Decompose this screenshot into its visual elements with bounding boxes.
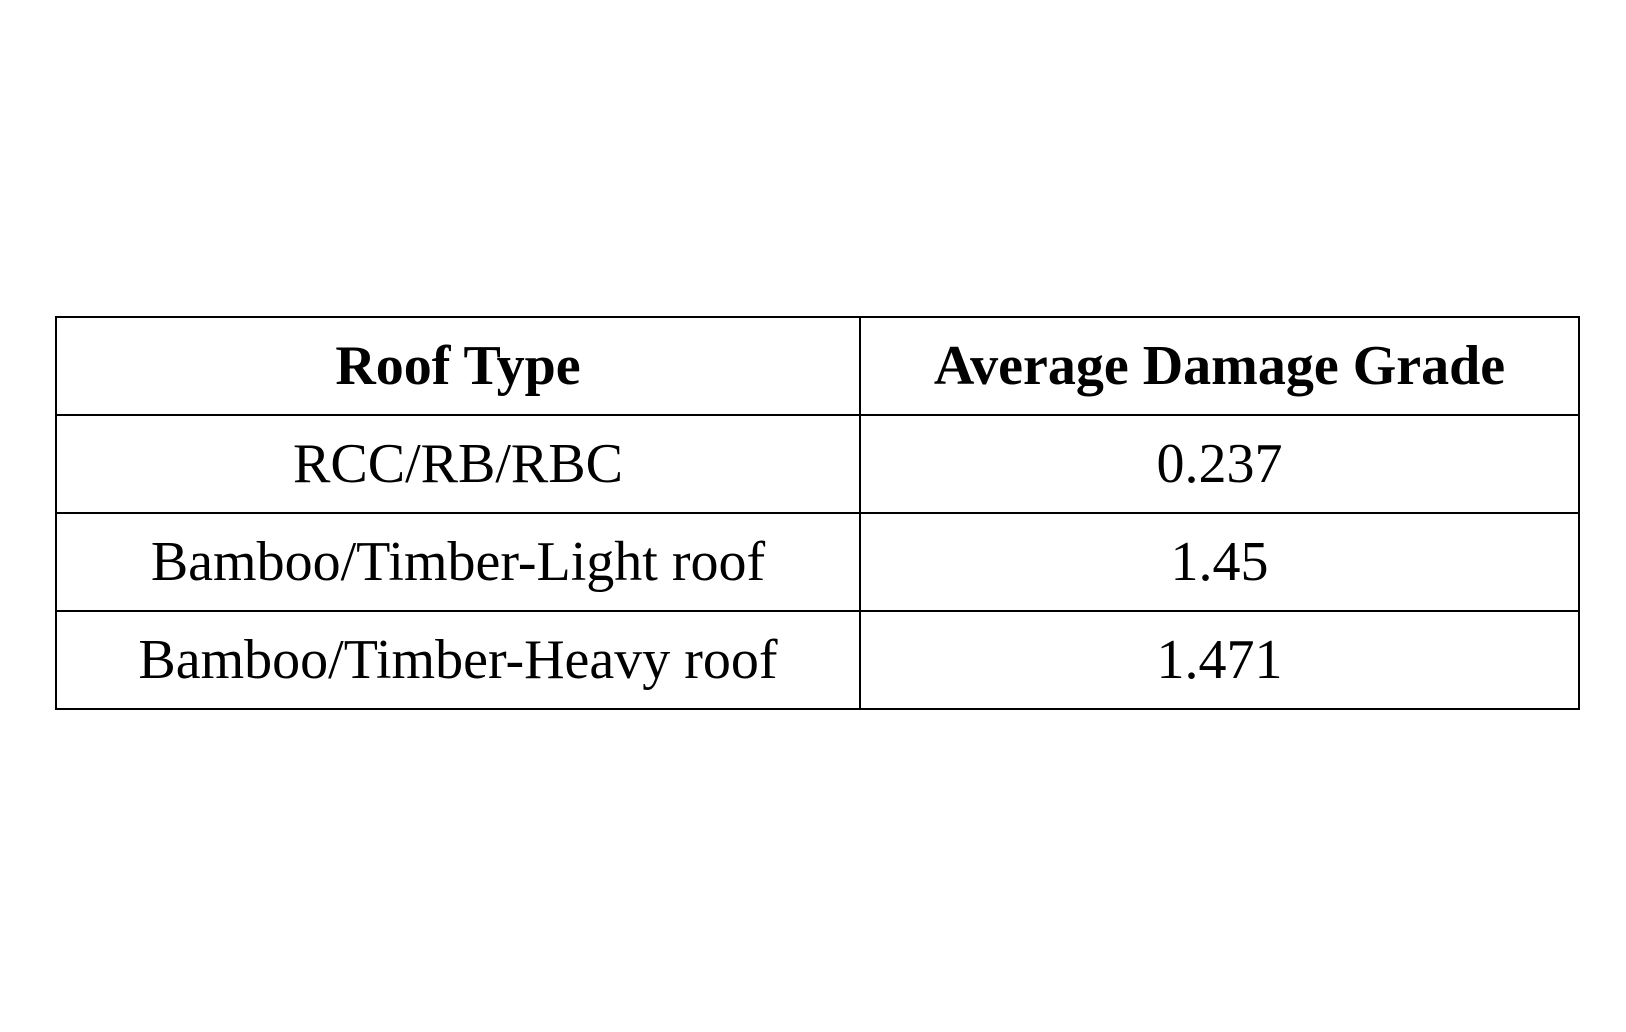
header-average-damage-grade: Average Damage Grade bbox=[859, 316, 1580, 416]
cell-average-damage-grade: 1.471 bbox=[859, 610, 1580, 710]
cell-average-damage-grade: 0.237 bbox=[859, 414, 1580, 514]
table-row: Bamboo/Timber-Light roof 1.45 bbox=[55, 512, 1580, 612]
header-roof-type: Roof Type bbox=[55, 316, 861, 416]
cell-average-damage-grade: 1.45 bbox=[859, 512, 1580, 612]
cell-roof-type: Bamboo/Timber-Heavy roof bbox=[55, 610, 861, 710]
table-row: Bamboo/Timber-Heavy roof 1.471 bbox=[55, 610, 1580, 710]
table-row: RCC/RB/RBC 0.237 bbox=[55, 414, 1580, 514]
cell-roof-type: Bamboo/Timber-Light roof bbox=[55, 512, 861, 612]
data-table-container: Roof Type Average Damage Grade RCC/RB/RB… bbox=[55, 316, 1580, 710]
table-header-row: Roof Type Average Damage Grade bbox=[55, 316, 1580, 416]
cell-roof-type: RCC/RB/RBC bbox=[55, 414, 861, 514]
roof-damage-table: Roof Type Average Damage Grade RCC/RB/RB… bbox=[55, 316, 1580, 710]
